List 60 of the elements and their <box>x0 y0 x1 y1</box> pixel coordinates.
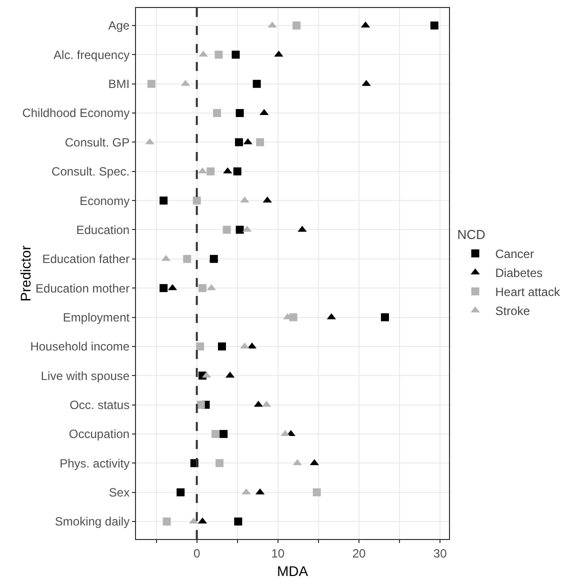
point <box>380 313 389 322</box>
legend-label: Cancer <box>495 247 534 262</box>
legend-label: Heart attack <box>495 285 561 300</box>
point <box>216 459 224 468</box>
point <box>232 50 240 59</box>
y-tick-label: Household income <box>30 340 130 354</box>
x-tick-label: 10 <box>271 546 285 560</box>
y-tick-label: Education <box>76 222 130 237</box>
y-tick-label: Consult. Spec. <box>52 164 130 179</box>
y-tick-label: Sex <box>108 486 130 500</box>
y-tick-label: Smoking daily <box>54 514 130 529</box>
y-tick-label: Employment <box>62 310 130 324</box>
point <box>162 517 171 526</box>
x-tick-label: 20 <box>352 546 366 560</box>
x-tick-label: 0 <box>193 546 200 560</box>
x-tick-label: 30 <box>433 546 448 560</box>
point <box>147 80 156 88</box>
point <box>234 138 243 146</box>
y-tick-label: Live with spouse <box>40 368 130 383</box>
point <box>211 430 220 438</box>
point <box>196 400 205 409</box>
y-tick-label: Phys. activity <box>60 456 130 470</box>
point <box>220 430 228 438</box>
point <box>160 284 168 292</box>
point <box>183 254 192 263</box>
point <box>289 313 298 322</box>
point <box>222 226 231 234</box>
y-tick-label: Education father <box>42 252 130 266</box>
y-tick-label: Age <box>108 18 130 33</box>
point <box>213 109 222 118</box>
point <box>160 196 168 205</box>
point <box>198 284 206 292</box>
point <box>233 167 242 176</box>
point <box>218 342 226 350</box>
legend-label: Stroke <box>495 304 530 318</box>
y-tick-label: BMI <box>108 77 130 92</box>
y-tick-label: Occupation <box>68 427 130 442</box>
y-tick-label: Alc. frequency <box>54 48 130 62</box>
y-tick-label: Occ. status <box>70 398 130 412</box>
point <box>292 22 301 30</box>
point <box>252 80 261 88</box>
point <box>176 488 185 496</box>
x-axis-title: MDA <box>276 563 309 579</box>
point <box>214 50 223 59</box>
point <box>256 138 264 146</box>
point <box>312 488 321 496</box>
y-tick-label: Economy <box>80 194 130 208</box>
point <box>192 196 201 205</box>
point <box>196 342 204 350</box>
y-tick-label: Childhood Economy <box>22 106 130 120</box>
y-axis-title: Predictor <box>18 245 34 302</box>
point <box>236 226 244 234</box>
y-tick-label: Consult. GP <box>64 135 130 150</box>
point <box>236 109 244 118</box>
point <box>430 22 438 30</box>
legend-label: Diabetes <box>495 266 543 280</box>
point <box>206 167 215 176</box>
point <box>234 517 242 526</box>
y-tick-label: Education mother <box>36 281 130 296</box>
legend-title: NCD <box>457 226 486 242</box>
